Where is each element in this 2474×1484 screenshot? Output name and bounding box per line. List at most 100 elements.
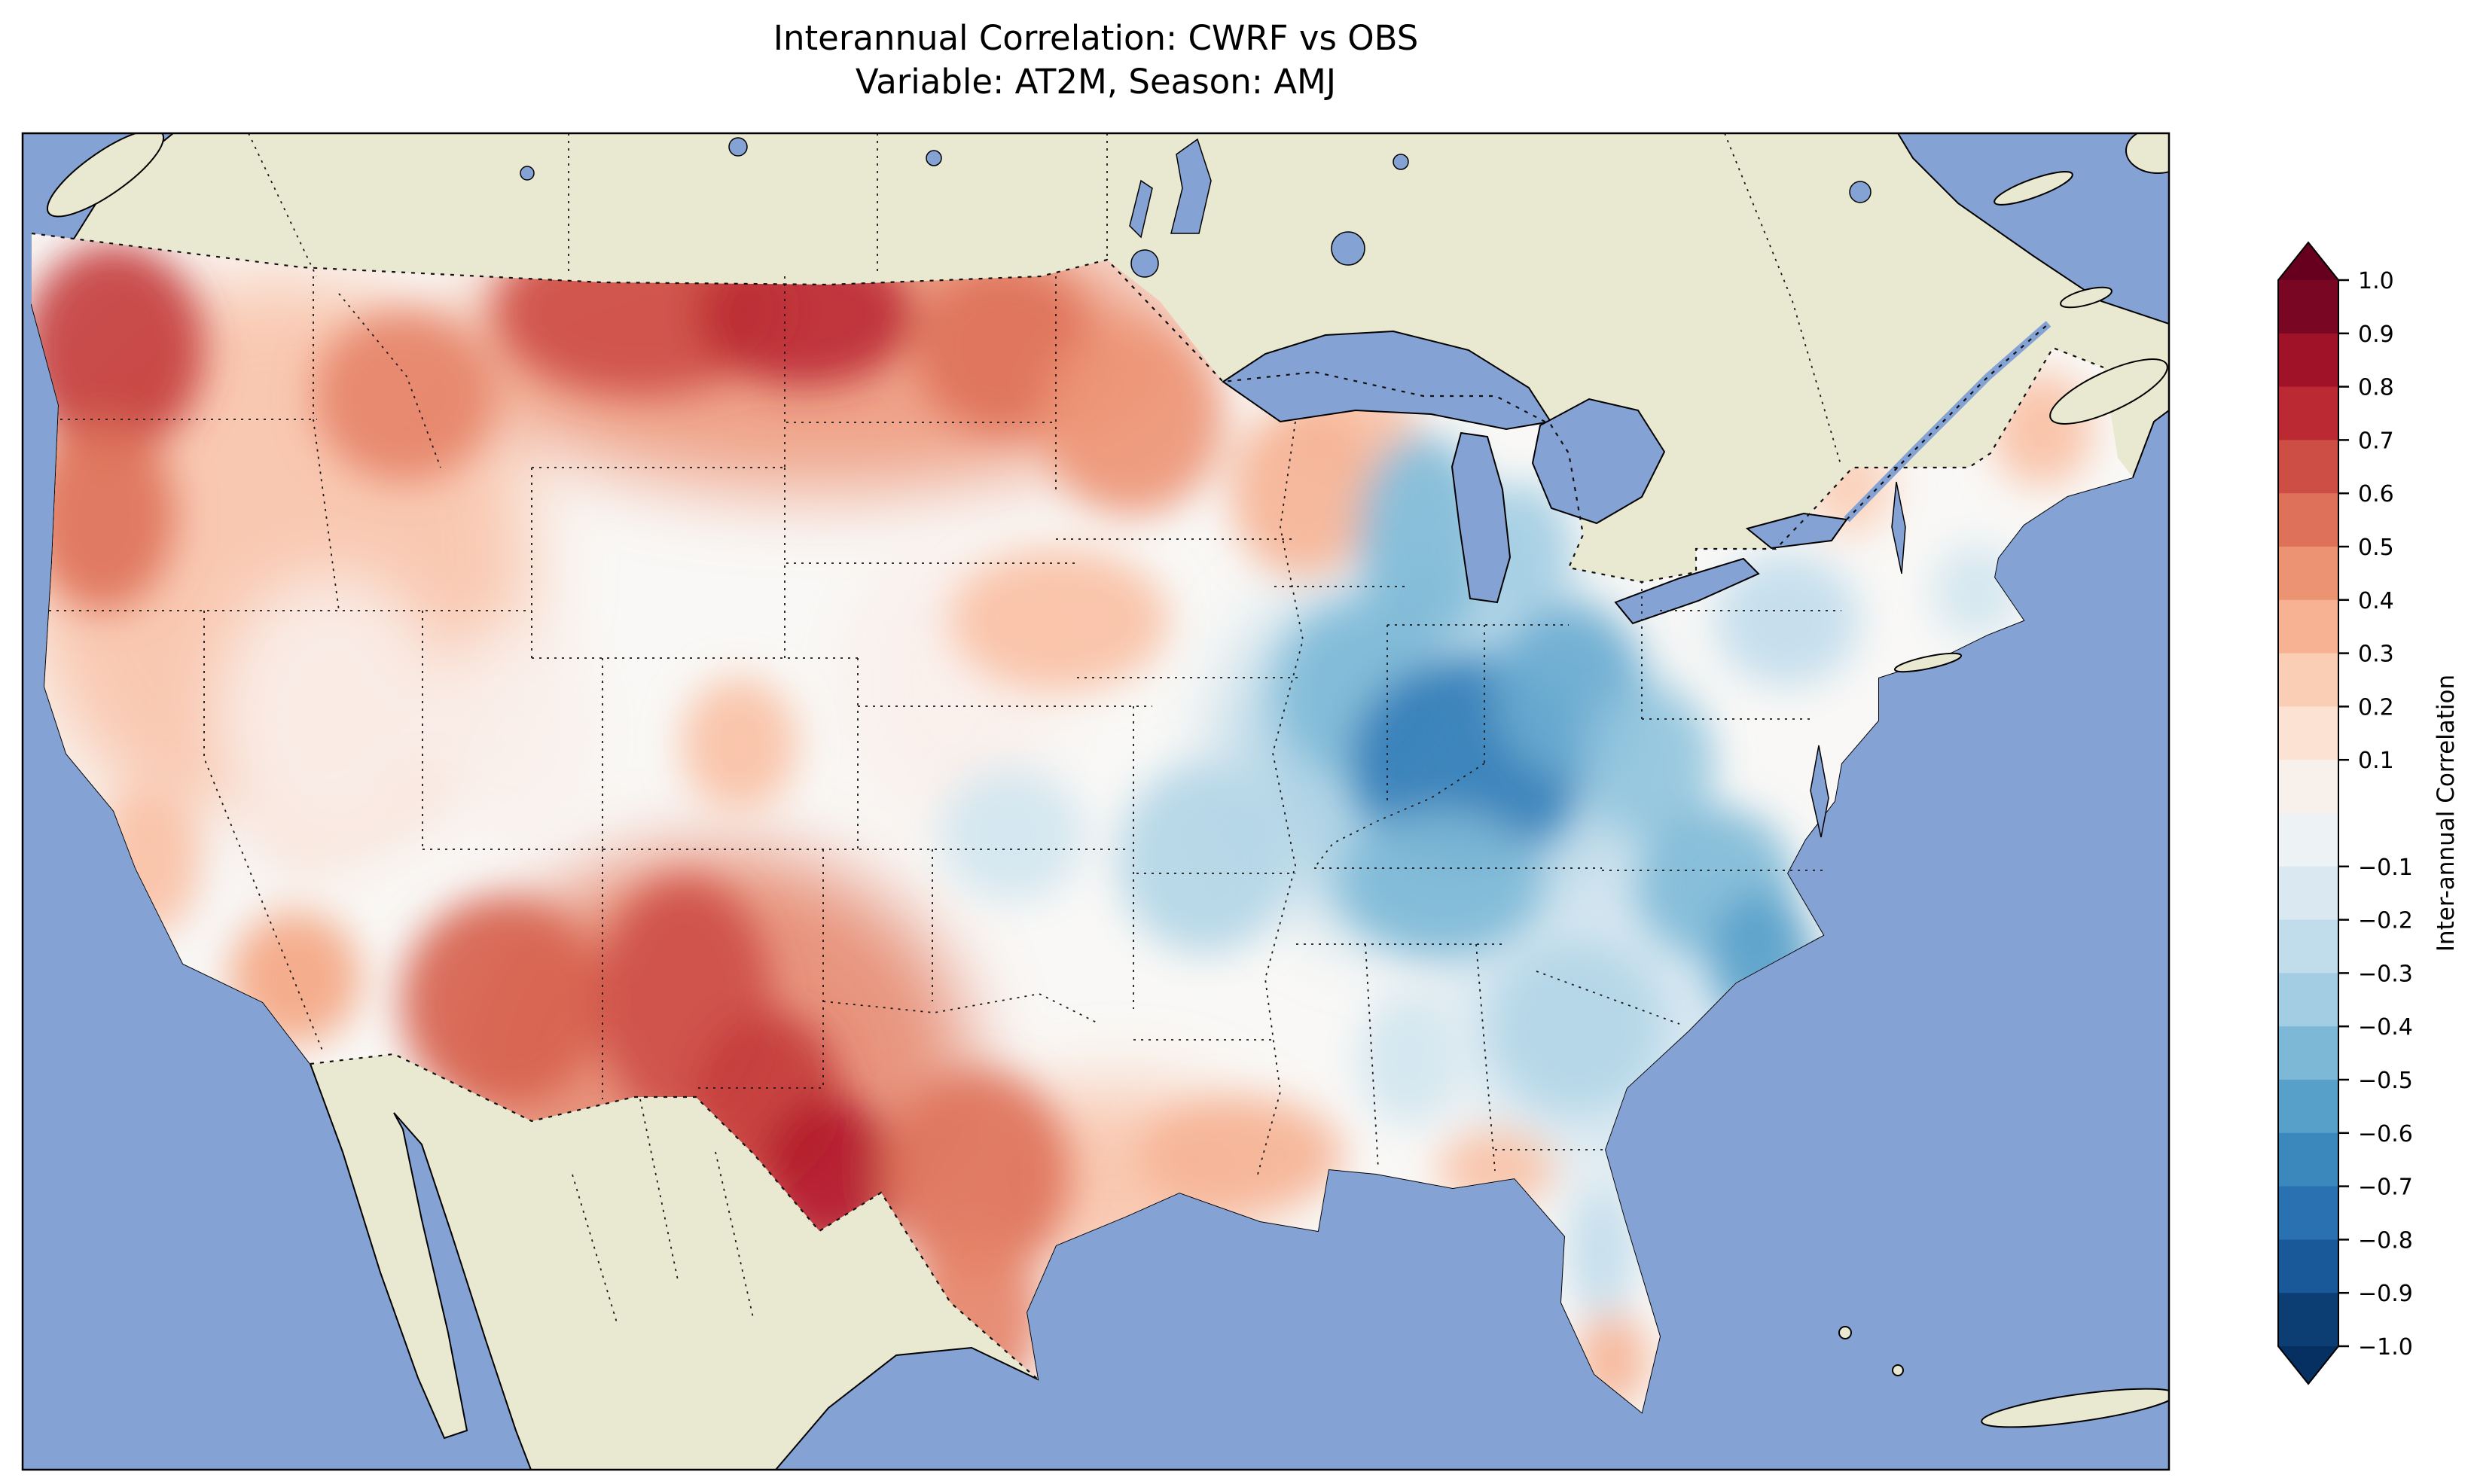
map-axes	[23, 133, 2169, 1470]
colorbar-tick-label: −0.7	[2358, 1175, 2413, 1201]
colorbar-tick-label: −1.0	[2358, 1334, 2413, 1361]
correlation-region-wisconsin	[1230, 405, 1376, 577]
state-borders	[49, 276, 1841, 1175]
colorbar-tick-label: −0.2	[2358, 908, 2413, 934]
colorbar-segment	[2278, 1026, 2338, 1080]
colorbar-segment	[2278, 1186, 2338, 1241]
colorbar-segment	[2278, 280, 2338, 334]
colorbar-segment	[2278, 1293, 2338, 1347]
colorbar-tick-label: 0.1	[2358, 748, 2394, 774]
atlantic-islands	[1838, 133, 2169, 1428]
small-lake	[1393, 154, 1409, 170]
lake-michigan	[1451, 431, 1512, 604]
colorbar-segment	[2278, 1080, 2338, 1134]
correlation-region-georgia-south-carolina	[1488, 940, 1664, 1112]
correlation-region-nebraska-iowa	[950, 548, 1169, 692]
lake-of-the-woods	[1130, 249, 1159, 278]
colorbar-segment	[2278, 386, 2338, 441]
correlation-region-great-basin-near-zero	[215, 572, 449, 859]
correlation-region-washington-coast	[32, 242, 205, 453]
correlation-region-central-texas	[881, 1068, 1071, 1279]
correlation-region-idaho-panhandle	[313, 309, 496, 482]
cuba	[1981, 1388, 2169, 1428]
correlation-region-missouri-arkansas	[1117, 763, 1292, 955]
colorbar-tick-label: 0.8	[2358, 375, 2394, 401]
bahamas-island	[1838, 1326, 1852, 1339]
colorbar-segment	[2278, 333, 2338, 388]
colorbar-tick-label: 0.3	[2358, 641, 2394, 668]
map-frame	[21, 132, 2170, 1471]
colorbar-tick-label: 0.6	[2358, 481, 2394, 507]
small-lake	[1849, 181, 1872, 203]
nova-scotia	[2049, 358, 2168, 425]
correlation-region-colorado-front-range	[681, 677, 798, 812]
colorbar-tick-label: 0.4	[2358, 588, 2394, 614]
lake-nipigon	[1331, 231, 1365, 266]
colorbar-tick-label: −0.3	[2358, 961, 2413, 987]
colorbar-segment	[2278, 440, 2338, 494]
correlation-region-new-york-pennsylvania	[1714, 553, 1860, 687]
colorbar-tick-label: −0.8	[2358, 1227, 2413, 1254]
figure-title-line1: Interannual Correlation: CWRF vs OBS	[773, 18, 1419, 58]
correlation-region-arizona	[401, 897, 605, 1108]
colorbar-segment	[2278, 973, 2338, 1027]
canada-lakes	[520, 137, 1906, 574]
anticosti-island	[1994, 171, 2073, 206]
colorbar-segment	[2278, 1239, 2338, 1294]
mexico-state-borders	[572, 1099, 754, 1326]
colorbar-tick-label: −0.5	[2358, 1068, 2413, 1094]
us-canada-border	[31, 232, 2104, 584]
colorbar-segment	[2278, 599, 2338, 654]
long-island	[1893, 652, 1963, 673]
colorbar-tick-label: −0.9	[2358, 1281, 2413, 1307]
correlation-region-minnesota	[1041, 324, 1224, 516]
colorbar-extend-min-arrow	[2278, 1346, 2338, 1384]
small-lake	[520, 166, 535, 181]
colorbar-tick-label: −0.1	[2358, 855, 2413, 881]
lake-ontario	[1745, 512, 1848, 550]
colorbar-tick-label: 1.0	[2358, 268, 2394, 294]
us-mexico-border	[310, 1053, 1039, 1380]
correlation-region-kentucky-tennessee	[1339, 811, 1544, 955]
figure-title-line2: Variable: AT2M, Season: AMJ	[856, 62, 1336, 102]
chesapeake-bay	[1810, 745, 1829, 838]
lake-erie	[1614, 557, 1760, 625]
small-lake	[926, 150, 942, 166]
colorbar-axis-label: Inter-annual Correlation	[2433, 675, 2460, 952]
colorbar-segment	[2278, 760, 2338, 814]
colorbar-segment	[2278, 813, 2338, 867]
lake-winnipegosis	[1129, 179, 1153, 239]
great-lakes	[1222, 330, 1848, 625]
colorbar-segment	[2278, 653, 2338, 708]
colorbar-extend-max-arrow	[2278, 242, 2338, 280]
colorbar-tick-label: −0.4	[2358, 1014, 2413, 1041]
correlation-region-florida-central	[1565, 1183, 1638, 1318]
colorbar-segment	[2278, 706, 2338, 760]
colorbar-segment	[2278, 547, 2338, 601]
lake-winnipeg	[1170, 138, 1212, 234]
correlation-region-oregon-coast	[32, 419, 175, 611]
correlation-region-gulf-coast-la-ms	[1139, 1097, 1344, 1212]
lake-huron	[1531, 398, 1666, 525]
prince-edward-island	[2060, 286, 2113, 309]
colorbar-tick-label: 0.2	[2358, 694, 2394, 721]
colorbar-segment	[2278, 919, 2338, 974]
newfoundland	[2125, 133, 2169, 174]
bahamas-island	[1892, 1364, 1904, 1376]
correlation-region-utah-near-zero	[433, 624, 594, 835]
correlation-region-west-virginia	[1583, 687, 1715, 840]
correlation-region-kansas-oklahoma	[939, 768, 1085, 902]
lake-superior	[1222, 330, 1552, 431]
colorbar-segment	[2278, 1132, 2338, 1187]
colorbar-tick-label: 0.5	[2358, 535, 2394, 561]
small-lake	[728, 137, 748, 157]
colorbar-tick-label: 0.9	[2358, 321, 2394, 348]
lake-champlain	[1891, 481, 1906, 574]
correlation-region-alabama	[1357, 992, 1460, 1126]
colorbar: 1.0 0.9 0.8 0.7 0.6 0.5 0.4 0.3 0.2 0.1 −0.1 −0.2 −0…	[2277, 241, 2413, 1385]
colorbar-tick-label: −0.6	[2358, 1121, 2413, 1147]
colorbar-tick-label: 0.7	[2358, 428, 2394, 454]
colorbar-segment	[2278, 866, 2338, 921]
